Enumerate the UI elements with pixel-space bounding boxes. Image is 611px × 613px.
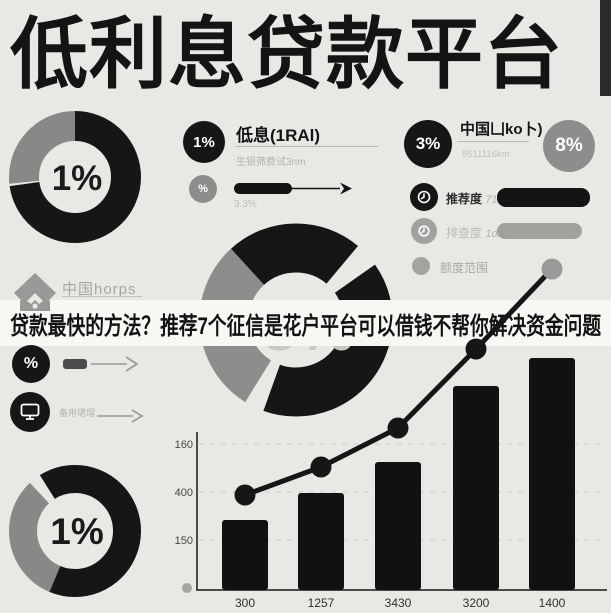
arrow-head-icon: [125, 356, 139, 372]
donut-segment-gray: [9, 465, 141, 597]
rate-badge: 1%: [183, 121, 225, 163]
brand-label: 中国horps: [62, 281, 137, 298]
clock-icon: [411, 218, 437, 244]
monitor-icon: [10, 392, 50, 432]
china-title: 中国凵ko卜): [460, 121, 543, 138]
donut-top-left: 1%: [9, 111, 141, 243]
donut-bottom-left: 1%: [9, 465, 141, 597]
arrow-head-icon: [340, 182, 352, 195]
percent-badge: %: [12, 345, 50, 383]
page-title: 低利息贷款平台: [10, 10, 564, 98]
progress-bar: [63, 359, 87, 369]
donut-segment-black: [9, 465, 141, 597]
donut-center-label: 1%: [50, 511, 103, 552]
donut-center-label: 1%: [52, 159, 103, 198]
row-bar-2: [497, 223, 582, 239]
clock-icon: [410, 183, 438, 211]
headline-text: 贷款最快的方法？推荐7个征信是花户平台可以借钱不帮你解决资金问题: [10, 312, 601, 340]
low-interest-title: 低息(1RAl): [236, 126, 321, 145]
corner-strip: [600, 0, 611, 96]
divider: [457, 141, 529, 142]
progress-bar: [234, 183, 292, 194]
stat-badge-right: 8%: [543, 120, 595, 172]
legend-dot: [412, 257, 430, 275]
percent-badge: %: [189, 175, 217, 203]
progress-arrow: [234, 182, 352, 195]
arrow-head-icon: [131, 409, 144, 423]
progress-arrow: [63, 356, 139, 372]
donut-segment-black: [199, 223, 393, 417]
headline-banner: 贷款最快的方法？推荐7个征信是花户平台可以借钱不帮你解决资金问题: [0, 300, 611, 346]
home-icon: [14, 273, 56, 311]
row-label-1-main: 推荐度: [446, 192, 483, 206]
donut-segment-gray: [9, 111, 141, 243]
divider: [236, 146, 378, 147]
low-interest-subtitle: 生银筛费试3nm: [236, 157, 306, 168]
arrow: [97, 409, 144, 423]
china-subtitle: 8511116km: [462, 149, 510, 160]
rate-note: 3.3%: [234, 199, 257, 210]
row-bar-1: [497, 188, 590, 207]
row-label-2-main: 排查度: [446, 226, 483, 240]
legend-label: 额度范围: [440, 261, 489, 275]
stat-badge-left: 3%: [404, 120, 452, 168]
divider: [62, 296, 142, 297]
monitor-label: 备用珺瑠: [59, 408, 96, 418]
